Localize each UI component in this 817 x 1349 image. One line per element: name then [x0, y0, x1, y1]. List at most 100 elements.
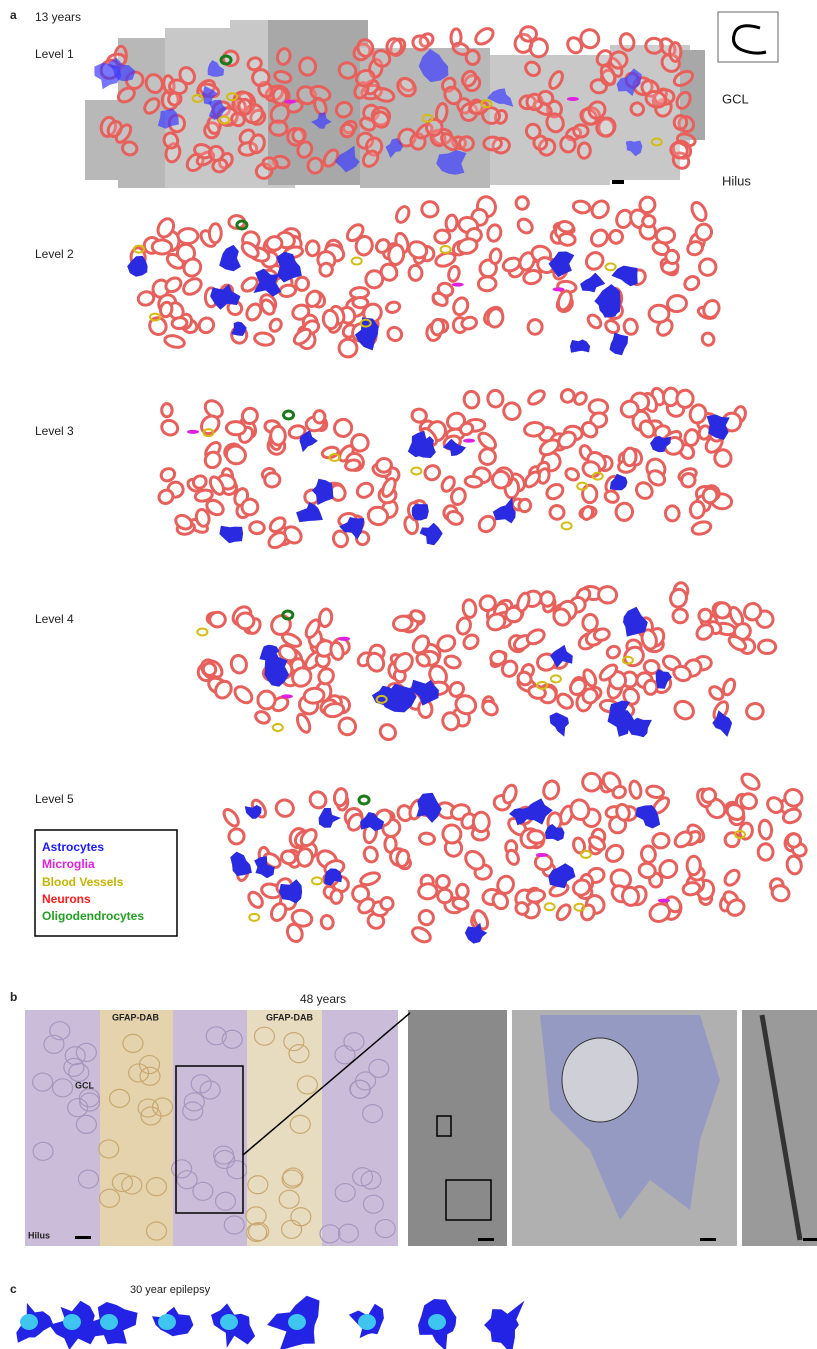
neuron-tracing [605, 644, 621, 660]
vessel-tracing [581, 851, 591, 858]
neuron-tracing [152, 240, 172, 255]
neuron-tracing [689, 200, 709, 223]
nucleus [358, 1314, 376, 1330]
neuron-tracing [620, 400, 640, 419]
neuron-tracing [437, 888, 453, 904]
vessel-tracing [197, 628, 207, 635]
neuron-tracing [411, 408, 427, 423]
neuron-tracing [221, 807, 241, 829]
microglia-tracing [281, 694, 293, 698]
neuron-tracing [525, 627, 547, 647]
neuron-tracing [588, 227, 610, 249]
neuron-tracing [480, 449, 496, 465]
neuron-tracing [714, 449, 733, 468]
neuron-tracing [274, 798, 296, 819]
neuron-tracing [623, 318, 639, 336]
neuron-tracing [478, 276, 496, 291]
neuron-tracing [386, 325, 405, 343]
neuron-tracing [385, 301, 401, 314]
neuron-tracing [608, 228, 625, 245]
neuron-tracing [340, 123, 354, 137]
neuron-tracing [159, 466, 177, 483]
neuron-tracing [333, 788, 348, 807]
neuron-tracing [691, 520, 712, 536]
neuron-tracing [739, 771, 762, 792]
neuron-tracing [443, 654, 461, 670]
micrographs [25, 1010, 817, 1246]
neuron-tracing [603, 489, 620, 504]
astrocyte-tracing [570, 339, 590, 352]
astrocyte-tracing [610, 333, 629, 356]
astrocyte-tracing [580, 273, 605, 293]
microglia-tracing [567, 97, 579, 101]
inset-box [718, 12, 778, 62]
astrocyte-tracing [412, 504, 429, 520]
neuron-tracing [589, 198, 612, 221]
neuron-tracing [673, 609, 688, 624]
neuron-tracing [523, 469, 543, 489]
neuron-tracing [336, 715, 358, 738]
neuron-tracing [420, 200, 439, 218]
neuron-tracing [628, 780, 642, 799]
neuron-tracing [314, 410, 326, 423]
nucleus [288, 1314, 306, 1330]
vessel-tracing [273, 724, 283, 731]
stain-label: GFAP-DAB [266, 1012, 314, 1022]
vessel-tracing [352, 258, 362, 265]
neuron-tracing [484, 137, 502, 150]
legend-entry: Blood Vessels [42, 875, 124, 889]
nucleus [562, 1038, 638, 1122]
neuron-tracing [652, 833, 669, 849]
oligodendrocyte-tracing [359, 796, 369, 804]
neuron-tracing [447, 265, 460, 282]
vessel-tracing [249, 914, 259, 921]
astrocyte-tracing [420, 523, 443, 546]
microglia-tracing [658, 899, 670, 903]
neuron-tracing [603, 318, 621, 335]
neuron-tracing [521, 27, 537, 41]
panel-label: a [10, 8, 17, 22]
neuron-tracing [331, 416, 355, 440]
neuron-tracing [542, 779, 561, 801]
neuron-tracing [644, 680, 658, 695]
hilus-label: Hilus [28, 1230, 50, 1240]
microglia-tracing [187, 430, 199, 434]
scale-bar [478, 1238, 494, 1241]
neuron-tracing [528, 319, 543, 334]
oligodendrocyte-tracing [283, 611, 293, 619]
neuron-tracing [642, 215, 655, 228]
nucleus [220, 1314, 238, 1330]
neuron-tracing [476, 430, 498, 452]
neuron-tracing [665, 505, 680, 521]
neuron-tracing [533, 135, 548, 150]
neuron-tracing [226, 826, 247, 847]
nucleus [428, 1314, 446, 1330]
neuron-tracing [271, 426, 286, 445]
vessel-tracing [606, 263, 616, 270]
neuron-tracing [434, 230, 450, 244]
neuron-tracing [518, 498, 532, 513]
neuron-tracing [269, 121, 287, 136]
vessel-tracing [562, 522, 572, 529]
neuron-tracing [687, 856, 701, 875]
scale-bar [700, 1238, 716, 1241]
neuron-tracing [586, 313, 604, 331]
astrocyte-tracing [416, 793, 441, 823]
neuron-tracing [672, 698, 697, 723]
neuron-tracing [473, 25, 496, 47]
scale-bar [803, 1238, 817, 1241]
neuron-tracing [457, 237, 479, 256]
legend-entry: Neurons [42, 892, 91, 906]
neuron-tracing [564, 466, 581, 482]
microglia-tracing [536, 853, 548, 857]
astrocyte-tracing [219, 245, 241, 271]
neuron-tracing [451, 296, 470, 317]
neuron-tracing [786, 855, 803, 875]
neuron-tracing [251, 68, 270, 87]
neuron-tracing [700, 331, 716, 348]
neuron-tracing [758, 640, 775, 654]
neuron-tracing [645, 38, 663, 54]
neuron-tracing [501, 783, 518, 804]
neuron-tracing [516, 592, 531, 613]
neuron-tracing [721, 677, 737, 696]
